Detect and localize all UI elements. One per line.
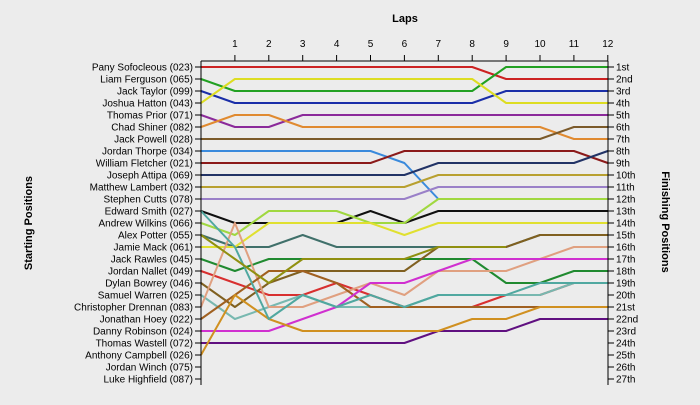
rider-series-line bbox=[201, 318, 608, 344]
starting-position-label: Jack Powell (028) bbox=[114, 135, 193, 146]
finishing-position-label: 19th bbox=[616, 279, 635, 290]
series-layer bbox=[200, 66, 609, 356]
finishing-position-label: 2nd bbox=[616, 75, 633, 86]
rider-series-line bbox=[201, 222, 608, 248]
starting-position-label: Chad Shiner (082) bbox=[111, 123, 193, 134]
lap-tick-label: 12 bbox=[602, 39, 614, 50]
finishing-position-label: 24th bbox=[616, 339, 635, 350]
rider-series-line bbox=[200, 90, 608, 104]
finishing-position-label: 26th bbox=[616, 363, 635, 374]
starting-position-label: Jack Taylor (099) bbox=[117, 87, 193, 98]
rider-series-line bbox=[201, 174, 608, 188]
lap-tick-label: 7 bbox=[436, 39, 442, 50]
rider-series-line bbox=[201, 258, 608, 332]
starting-position-label: Jack Rawles (045) bbox=[111, 255, 193, 266]
finishing-position-label: 21st bbox=[616, 303, 635, 314]
starting-position-label: Jordan Thorpe (034) bbox=[102, 147, 193, 158]
starting-position-label: Samuel Warren (025) bbox=[98, 291, 193, 302]
right-axis-label: Finishing Positions bbox=[659, 171, 671, 272]
starting-position-label: Christopher Drennan (083) bbox=[74, 303, 193, 314]
finishing-position-label: 15th bbox=[616, 231, 635, 242]
finishing-position-label: 27th bbox=[616, 375, 635, 386]
rider-series-line bbox=[201, 150, 609, 164]
finishing-position-label: 12th bbox=[616, 195, 635, 206]
starting-position-label: Joseph Attipa (069) bbox=[107, 171, 193, 182]
rider-series-line bbox=[201, 126, 608, 140]
starting-position-label: Liam Ferguson (065) bbox=[100, 75, 193, 86]
lap-tick-label: 2 bbox=[266, 39, 272, 50]
rider-series-line bbox=[200, 78, 608, 104]
rider-series-line bbox=[201, 66, 608, 80]
starting-position-label: Anthony Campbell (026) bbox=[85, 351, 193, 362]
finishing-position-label: 6th bbox=[616, 123, 630, 134]
starting-position-label: Dylan Bowrey (046) bbox=[105, 279, 193, 290]
finishing-position-label: 8th bbox=[616, 147, 630, 158]
finishing-position-label: 9th bbox=[616, 159, 630, 170]
finishing-position-label: 1st bbox=[616, 63, 630, 74]
lap-tick-label: 6 bbox=[402, 39, 408, 50]
starting-position-label: Jamie Mack (061) bbox=[114, 243, 193, 254]
rider-series-line bbox=[200, 198, 608, 236]
finishing-position-label: 3rd bbox=[616, 87, 630, 98]
finishing-position-label: 14th bbox=[616, 219, 635, 230]
rider-series-line bbox=[200, 114, 608, 140]
starting-position-label: Thomas Prior (071) bbox=[107, 111, 193, 122]
lap-tick-label: 1 bbox=[232, 39, 238, 50]
starting-position-label: Alex Potter (055) bbox=[118, 231, 193, 242]
rider-series-line bbox=[200, 66, 608, 92]
rider-series-line bbox=[200, 234, 507, 284]
lap-tick-label: 4 bbox=[334, 39, 340, 50]
finishing-position-label: 16th bbox=[616, 243, 635, 254]
finishing-position-label: 25th bbox=[616, 351, 635, 362]
starting-position-label: Jordan Winch (075) bbox=[106, 363, 193, 374]
starting-position-label: Danny Robinson (024) bbox=[93, 327, 193, 338]
starting-position-label: Jordan Nallet (049) bbox=[108, 267, 193, 278]
starting-position-label: Thomas Wastell (072) bbox=[96, 339, 193, 350]
rider-series-line bbox=[200, 210, 608, 320]
starting-position-label: Edward Smith (027) bbox=[105, 207, 193, 218]
finishing-position-label: 23rd bbox=[616, 327, 636, 338]
lap-tick-label: 5 bbox=[368, 39, 374, 50]
finishing-position-label: 20th bbox=[616, 291, 635, 302]
lap-tick-label: 8 bbox=[469, 39, 475, 50]
rider-series-line bbox=[201, 186, 608, 200]
starting-position-label: Luke Highfield (087) bbox=[104, 375, 194, 386]
rider-series-line bbox=[200, 234, 608, 248]
left-axis-label: Starting Positions bbox=[23, 176, 35, 270]
finishing-position-label: 5th bbox=[616, 111, 630, 122]
finishing-position-label: 7th bbox=[616, 135, 630, 146]
finishing-position-label: 17th bbox=[616, 255, 635, 266]
rider-series-line bbox=[200, 114, 608, 128]
starting-position-label: Stephen Cutts (078) bbox=[104, 195, 194, 206]
rider-series-line bbox=[201, 150, 609, 176]
rider-series-line bbox=[201, 150, 440, 200]
lap-tick-label: 10 bbox=[534, 39, 546, 50]
finishing-position-label: 22nd bbox=[616, 315, 638, 326]
starting-position-label: Andrew Wilkins (066) bbox=[99, 219, 193, 230]
finishing-position-label: 4th bbox=[616, 99, 630, 110]
starting-position-label: Joshua Hatton (043) bbox=[102, 99, 193, 110]
starting-position-label: William Fletcher (021) bbox=[96, 159, 193, 170]
finishing-position-label: 10th bbox=[616, 171, 635, 182]
lap-tick-label: 11 bbox=[569, 39, 580, 50]
finishing-position-label: 18th bbox=[616, 267, 635, 278]
rider-series-line bbox=[200, 234, 608, 308]
starting-position-label: Pany Sofocleous (023) bbox=[92, 63, 193, 74]
lap-tick-label: 3 bbox=[300, 39, 306, 50]
lap-tick-label: 9 bbox=[503, 39, 509, 50]
starting-position-label: Matthew Lambert (032) bbox=[90, 183, 193, 194]
finishing-position-label: 13th bbox=[616, 207, 635, 218]
finishing-position-label: 11th bbox=[616, 183, 635, 194]
starting-position-label: Jonathan Hoey (022) bbox=[100, 315, 193, 326]
chart-title: Laps bbox=[392, 13, 418, 25]
